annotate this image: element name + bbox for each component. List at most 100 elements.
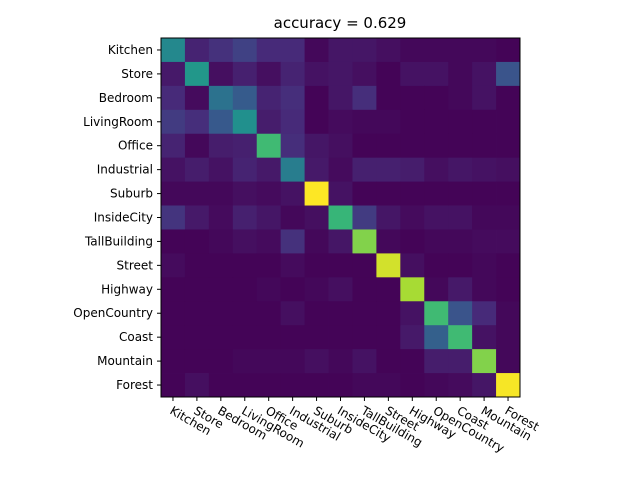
heatmap-cell (400, 85, 425, 111)
y-tick-label: Industrial (97, 163, 153, 177)
heatmap-cell (208, 349, 234, 374)
heatmap-cell (352, 133, 377, 159)
heatmap-cell (376, 253, 401, 278)
y-axis-ticks: Kitchen Store Bedroom LivingRoom Office Indus… (73, 43, 161, 392)
heatmap-cell (328, 301, 353, 326)
heatmap-cell (328, 373, 353, 398)
heatmap-cell (184, 181, 210, 206)
heatmap-cell (328, 133, 353, 159)
y-tick-label: Forest (116, 378, 153, 392)
heatmap-cell (400, 301, 425, 326)
heatmap-cell (232, 157, 258, 182)
heatmap-cell (448, 253, 473, 278)
heatmap-cell (496, 253, 521, 278)
heatmap-cell (376, 38, 401, 63)
heatmap-cell (256, 253, 282, 278)
heatmap-cell (352, 109, 377, 135)
heatmap-cell (304, 277, 329, 302)
heatmap-cell (400, 109, 425, 135)
y-tick-label: Kitchen (108, 43, 153, 57)
heatmap-cell (424, 277, 449, 302)
heatmap-cell (424, 133, 449, 159)
heatmap-cell (208, 85, 234, 111)
heatmap-cell (328, 325, 353, 350)
heatmap-cell (376, 349, 401, 374)
heatmap-cell (448, 325, 473, 350)
heatmap-cell (448, 157, 473, 182)
heatmap-cell (376, 109, 401, 135)
heatmap-cell (448, 229, 473, 254)
heatmap-cell (400, 325, 425, 350)
heatmap-cell (496, 277, 521, 302)
heatmap-cell (232, 133, 258, 159)
heatmap-cell (496, 229, 521, 254)
heatmap-cell (232, 277, 258, 302)
heatmap-cell (352, 205, 377, 230)
heatmap-cell (472, 205, 497, 230)
heatmap-cell (232, 373, 258, 398)
y-tick-label: Office (118, 139, 153, 153)
heatmap-cell (208, 277, 234, 302)
heatmap-cell (376, 325, 401, 350)
x-axis-ticks: KitchenStoreBedroomLivingRoomOfficeIndus… (167, 397, 542, 455)
heatmap-cell (328, 229, 353, 254)
heatmap-cell (328, 349, 353, 374)
heatmap-cell (496, 133, 521, 159)
heatmap-cell (448, 133, 473, 159)
heatmap-cell (448, 85, 473, 111)
heatmap-cells (161, 38, 521, 398)
heatmap-cell (472, 109, 497, 135)
heatmap-cell (280, 157, 305, 182)
y-tick-label: Coast (119, 330, 153, 344)
heatmap-cell (424, 301, 449, 326)
heatmap-cell (472, 157, 497, 182)
heatmap-cell (161, 325, 186, 350)
heatmap-cell (400, 253, 425, 278)
heatmap-cell (280, 181, 305, 206)
heatmap-cell (232, 38, 258, 63)
heatmap-cell (448, 181, 473, 206)
heatmap-cell (496, 109, 521, 135)
heatmap-cell (232, 109, 258, 135)
heatmap-cell (161, 38, 186, 63)
heatmap-cell (448, 61, 473, 87)
heatmap-cell (304, 205, 329, 230)
heatmap-cell (280, 229, 305, 254)
heatmap-cell (256, 181, 282, 206)
heatmap-cell (472, 373, 497, 398)
heatmap-cell (304, 253, 329, 278)
y-tick-label: Suburb (110, 187, 153, 201)
heatmap-cell (448, 109, 473, 135)
heatmap-cell (400, 133, 425, 159)
heatmap-cell (161, 301, 186, 326)
heatmap-cell (424, 325, 449, 350)
heatmap-cell (352, 349, 377, 374)
heatmap-cell (184, 205, 210, 230)
heatmap-cell (400, 61, 425, 87)
heatmap-cell (184, 133, 210, 159)
heatmap-cell (208, 253, 234, 278)
heatmap-cell (256, 109, 282, 135)
heatmap-cell (256, 325, 282, 350)
heatmap-cell (424, 229, 449, 254)
heatmap-cell (184, 157, 210, 182)
heatmap-cell (184, 85, 210, 111)
heatmap-cell (472, 133, 497, 159)
heatmap-cell (424, 109, 449, 135)
heatmap-cell (448, 301, 473, 326)
heatmap-cell (161, 253, 186, 278)
heatmap-cell (472, 253, 497, 278)
heatmap-cell (448, 349, 473, 374)
y-tick-label: Street (117, 258, 154, 272)
heatmap-cell (496, 61, 521, 87)
heatmap-cell (232, 253, 258, 278)
heatmap-cell (328, 109, 353, 135)
heatmap-cell (304, 85, 329, 111)
chart-title: accuracy = 0.629 (274, 14, 407, 32)
heatmap-cell (400, 373, 425, 398)
heatmap-cell (232, 229, 258, 254)
heatmap-cell (400, 229, 425, 254)
y-tick-label: Bedroom (99, 91, 153, 105)
heatmap-cell (208, 181, 234, 206)
